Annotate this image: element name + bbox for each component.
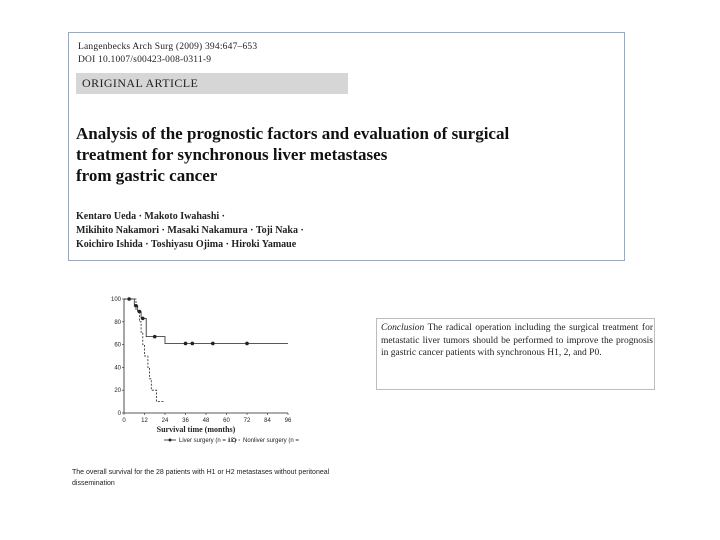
censored-point bbox=[183, 341, 188, 346]
article-header-box bbox=[68, 32, 625, 261]
censored-point bbox=[245, 341, 249, 346]
x-tick-label: 0 bbox=[122, 418, 126, 424]
x-tick-label: 24 bbox=[162, 418, 169, 424]
title-line: treatment for synchronous liver metastas… bbox=[76, 145, 388, 164]
y-tick-label: 80 bbox=[114, 320, 121, 326]
y-tick-label: 0 bbox=[118, 411, 122, 417]
censored-point bbox=[140, 316, 145, 321]
article-type-label: ORIGINAL ARTICLE bbox=[82, 76, 199, 90]
article-title: Analysis of the prognostic factors and e… bbox=[76, 123, 616, 186]
title-line: Analysis of the prognostic factors and e… bbox=[76, 124, 510, 143]
author-line: Kentaro Ueda · Makoto Iwahashi · bbox=[76, 211, 225, 222]
y-tick-label: 60 bbox=[114, 343, 121, 349]
author-list: Kentaro Ueda · Makoto Iwahashi · Mikihit… bbox=[76, 210, 616, 252]
x-tick-label: 72 bbox=[244, 418, 251, 424]
conclusion-box bbox=[376, 318, 655, 390]
censored-point bbox=[152, 334, 157, 339]
liver-surgery-curve bbox=[124, 298, 288, 344]
x-tick-label: 48 bbox=[203, 418, 210, 424]
nonliver-surgery-curve bbox=[124, 298, 165, 402]
figure-caption: The overall survival for the 28 patients… bbox=[72, 469, 330, 487]
author-line: Mikihito Nakamori · Masaki Nakamura · To… bbox=[76, 225, 304, 236]
x-tick-label: 96 bbox=[285, 418, 292, 424]
article-type-bar bbox=[76, 73, 348, 94]
legend-label-nonliver: Nonliver surgery (n = 10) bbox=[243, 438, 300, 444]
y-tick-label: 20 bbox=[114, 388, 121, 394]
x-axis-label: Survival time (months) bbox=[157, 425, 236, 434]
survival-curve-chart: 0 20 40 60 80 100 0 12 24 36 48 60 72 84 96 Survival ti… bbox=[111, 297, 300, 444]
doi-line: DOI 10.1007/s00423-008-0311-9 bbox=[78, 55, 212, 65]
conclusion-body: The radical operation including the surg… bbox=[381, 323, 653, 358]
legend-marker-nonliver bbox=[232, 438, 236, 442]
y-tick-label: 100 bbox=[111, 297, 122, 303]
legend-marker-liver bbox=[168, 438, 172, 442]
censored-point bbox=[211, 341, 215, 346]
conclusion-lead: Conclusion bbox=[381, 323, 425, 333]
x-tick-label: 84 bbox=[264, 418, 271, 424]
legend-label-liver: Liver surgery (n = 18) bbox=[179, 438, 236, 444]
author-line: Koichiro Ishida · Toshiyasu Ojima · Hiro… bbox=[76, 239, 297, 250]
x-tick-label: 36 bbox=[182, 418, 189, 424]
y-tick-label: 40 bbox=[114, 365, 121, 371]
title-line: from gastric cancer bbox=[76, 166, 218, 185]
censored-point bbox=[190, 341, 195, 346]
conclusion-paragraph: Conclusion The radical operation includi… bbox=[381, 322, 653, 360]
x-tick-label: 12 bbox=[141, 418, 148, 424]
x-tick-label: 60 bbox=[223, 418, 230, 424]
journal-citation: Langenbecks Arch Surg (2009) 394:647–653 bbox=[78, 42, 258, 52]
